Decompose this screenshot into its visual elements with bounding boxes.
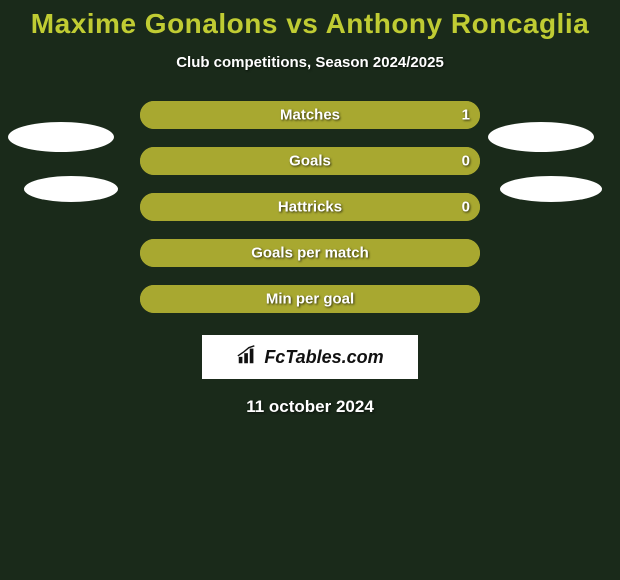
stat-label: Matches: [280, 107, 340, 124]
logo-text: FcTables.com: [264, 347, 383, 368]
stat-value: 0: [462, 199, 470, 216]
stat-label: Goals per match: [251, 245, 369, 262]
stat-value: 1: [462, 107, 470, 124]
bar-chart-icon: [236, 344, 258, 371]
stat-label: Min per goal: [266, 291, 354, 308]
stat-row: Min per goal: [0, 285, 620, 313]
stat-label: Goals: [289, 153, 331, 170]
side-ellipse: [8, 122, 114, 152]
stat-bar: Matches 1: [140, 101, 480, 129]
page-title: Maxime Gonalons vs Anthony Roncaglia: [0, 0, 620, 40]
stat-row: Goals per match: [0, 239, 620, 267]
stat-bar: Min per goal: [140, 285, 480, 313]
side-ellipse: [24, 176, 118, 202]
stat-bar: Goals per match: [140, 239, 480, 267]
stat-label: Hattricks: [278, 199, 342, 216]
subtitle: Club competitions, Season 2024/2025: [0, 54, 620, 71]
stat-bar: Hattricks 0: [140, 193, 480, 221]
stat-value: 0: [462, 153, 470, 170]
side-ellipse: [500, 176, 602, 202]
date-label: 11 october 2024: [0, 397, 620, 417]
comparison-infographic: Maxime Gonalons vs Anthony Roncaglia Clu…: [0, 0, 620, 580]
stat-bar: Goals 0: [140, 147, 480, 175]
logo-box: FcTables.com: [202, 335, 418, 379]
side-ellipse: [488, 122, 594, 152]
